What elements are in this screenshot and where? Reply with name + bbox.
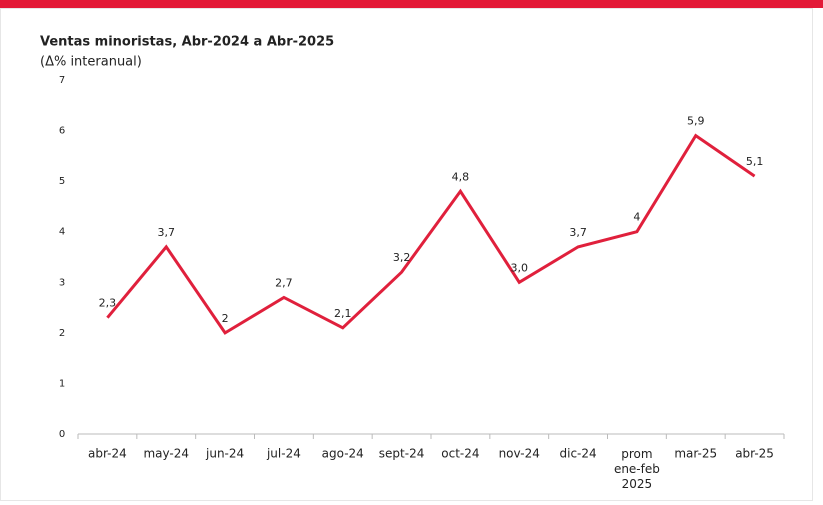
y-tick-label: 4 xyxy=(59,227,65,238)
data-label: 3,7 xyxy=(569,226,587,239)
data-label: 2,1 xyxy=(334,307,352,320)
x-tick-label: nov-24 xyxy=(499,447,540,461)
y-tick-label: 6 xyxy=(59,126,65,137)
x-tick-label: dic-24 xyxy=(560,447,597,461)
x-tick-label: oct-24 xyxy=(441,447,479,461)
chart-subtitle: (Δ% interanual) xyxy=(40,55,142,70)
top-band xyxy=(0,0,823,8)
y-tick-label: 3 xyxy=(59,277,65,288)
data-label: 3,7 xyxy=(158,226,176,239)
data-label: 5,9 xyxy=(687,115,705,128)
x-tick-label: ago-24 xyxy=(322,447,364,461)
y-tick-label: 2 xyxy=(59,328,65,339)
data-label: 5,1 xyxy=(746,155,764,168)
x-tick-label: may-24 xyxy=(143,447,189,461)
x-tick-label: jun-24 xyxy=(205,447,244,461)
y-tick-label: 0 xyxy=(59,429,65,440)
data-label: 2 xyxy=(222,312,229,325)
x-tick-label: prom ene-feb 2025 xyxy=(614,447,660,491)
data-label: 3,2 xyxy=(393,251,411,264)
x-tick-label: abr-24 xyxy=(88,447,127,461)
line xyxy=(106,133,756,335)
x-tick-label: abr-25 xyxy=(735,447,774,461)
data-label: 2,7 xyxy=(275,276,293,289)
x-tick-label: jul-24 xyxy=(266,447,301,461)
chart-title: Ventas minoristas, Abr-2024 a Abr-2025 xyxy=(40,35,334,50)
y-tick-label: 5 xyxy=(59,176,65,187)
x-tick-label: mar-25 xyxy=(674,447,717,461)
y-tick-label: 1 xyxy=(59,378,65,389)
data-label: 3,0 xyxy=(511,261,529,274)
data-label: 4,8 xyxy=(452,170,470,183)
x-tick-label: sept-24 xyxy=(379,447,425,461)
data-label: 2,3 xyxy=(99,297,117,310)
data-label: 4 xyxy=(633,211,640,224)
y-tick-label: 7 xyxy=(59,75,65,86)
